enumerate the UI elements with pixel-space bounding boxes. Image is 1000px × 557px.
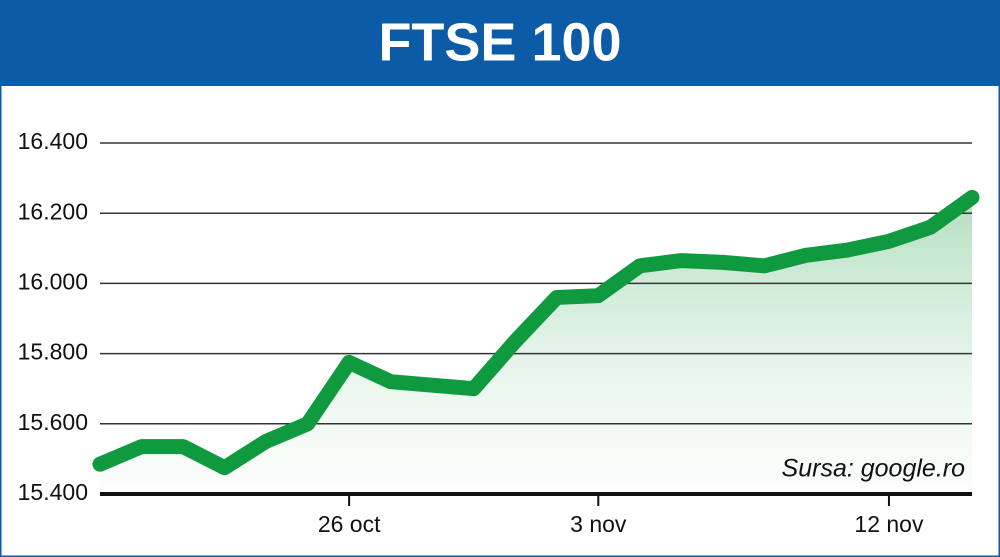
y-tick-label: 16.400 bbox=[18, 128, 88, 154]
line bbox=[92, 189, 980, 476]
header bbox=[0, 0, 1000, 86]
y-tick-label: 16.200 bbox=[18, 198, 88, 224]
x-tick-label: 26 oct bbox=[318, 511, 381, 537]
x-tick-label: 3 nov bbox=[570, 511, 627, 537]
y-tick-label: 15.600 bbox=[18, 409, 88, 435]
source-note: Sursa: google.ro bbox=[782, 455, 966, 483]
y-tick-label: 15.400 bbox=[18, 479, 88, 505]
x-tick-label: 12 nov bbox=[854, 511, 924, 537]
y-tick-label: 15.800 bbox=[18, 339, 88, 365]
y-tick-label: 16.000 bbox=[18, 268, 88, 294]
chart-title: FTSE 100 bbox=[378, 12, 621, 72]
